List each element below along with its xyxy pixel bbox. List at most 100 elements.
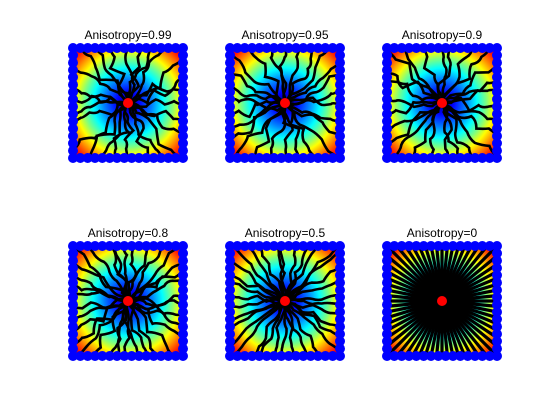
boundary-dot [225,343,235,354]
boundary-dot [492,314,502,325]
boundary-dot [126,43,137,53]
boundary-dot [492,270,502,281]
boundary-dot [90,351,100,361]
boundary-dot [462,351,473,361]
boundary-dot [112,241,122,251]
seed-point [123,296,133,306]
boundary-dot [477,241,488,251]
geodesic-path [283,60,342,105]
boundary-dot [382,87,392,97]
boundary-dot [68,248,78,259]
geodesic-path [259,299,287,358]
geodesic-path [126,299,149,358]
boundary-dot [492,116,502,127]
boundary-dot [68,138,78,149]
boundary-dot [335,241,345,251]
boundary-dot [477,43,488,53]
boundary-dot [382,101,392,112]
boundary-dot [298,351,309,361]
boundary-dot [492,57,502,68]
boundary-dot [225,241,235,251]
boundary-dot [225,57,235,68]
boundary-dot [335,285,345,295]
boundary-dots [225,241,345,361]
boundary-dot [382,138,392,149]
geodesic-path [71,246,130,303]
boundary-dot [148,43,159,53]
boundary-dot [335,50,345,61]
boundary-dot [291,43,301,53]
boundary-dot [225,109,235,119]
geodesic-path [122,244,130,303]
geodesic-path [80,46,130,105]
boundary-dot [178,248,188,259]
boundary-dot [283,241,294,251]
boundary-dot [232,43,243,53]
geodesic-path [108,46,130,105]
geodesic-path [228,97,287,107]
boundary-dot [148,351,159,361]
boundary-dot [97,241,108,251]
geodesic-path [440,101,453,160]
geodesic-path [283,293,342,303]
boundary-dot [247,351,257,361]
boundary-dot [134,241,144,251]
boundary-dot [418,351,429,361]
boundary-dot [382,336,392,347]
boundary-dot [156,43,166,53]
boundary-dot [462,43,473,53]
boundary-dot [335,255,345,266]
boundary-dot [163,153,174,163]
boundary-dot [178,138,188,149]
boundary-dot [492,307,502,317]
boundary-dot [178,43,188,53]
boundary-dot [269,153,279,163]
panel-1: Anisotropy=0.99 [68,28,188,163]
boundary-dot [225,101,235,112]
boundary-dot [178,329,188,339]
boundary-dot [112,43,122,53]
geodesic-path [283,299,342,338]
boundary-dots [382,241,502,361]
boundary-dot [261,153,272,163]
boundary-dot [225,94,235,105]
boundary-dot [119,153,130,163]
boundary-dot [269,351,279,361]
boundary-dot [119,241,130,251]
boundary-dot [178,270,188,281]
geodesic-paths [385,244,499,358]
boundary-dot [75,241,86,251]
geodesic-path [440,46,491,105]
boundary-dot [68,94,78,105]
boundary-dot [104,153,115,163]
boundary-dot [97,43,108,53]
boundary-dot [178,277,188,288]
boundary-dot [68,241,78,251]
boundary-dot [492,94,502,105]
panel-2: Anisotropy=0.95 [225,28,345,163]
boundary-dot [225,307,235,317]
geodesic-path [440,294,499,303]
geodesic-path [231,299,287,358]
boundary-dot [492,87,502,97]
boundary-dot [68,87,78,97]
boundary-dot [170,351,181,361]
boundary-dot [225,72,235,83]
boundary-dot [68,307,78,317]
boundary-dot [455,241,466,251]
boundary-dot [82,351,93,361]
boundary-dot [492,321,502,332]
boundary-dot [156,241,166,251]
boundary-dot [382,50,392,61]
boundary-dot [492,299,502,310]
geodesic-path [126,299,177,358]
geodesic-path [126,244,149,303]
boundary-dot [462,153,473,163]
boundary-dot [156,351,166,361]
boundary-dot [276,351,287,361]
geodesic-path [126,46,153,105]
boundary-dot [335,292,345,303]
boundary-dots [382,43,502,163]
boundary-dot [418,153,429,163]
panel-title: Anisotropy=0.99 [84,28,171,42]
